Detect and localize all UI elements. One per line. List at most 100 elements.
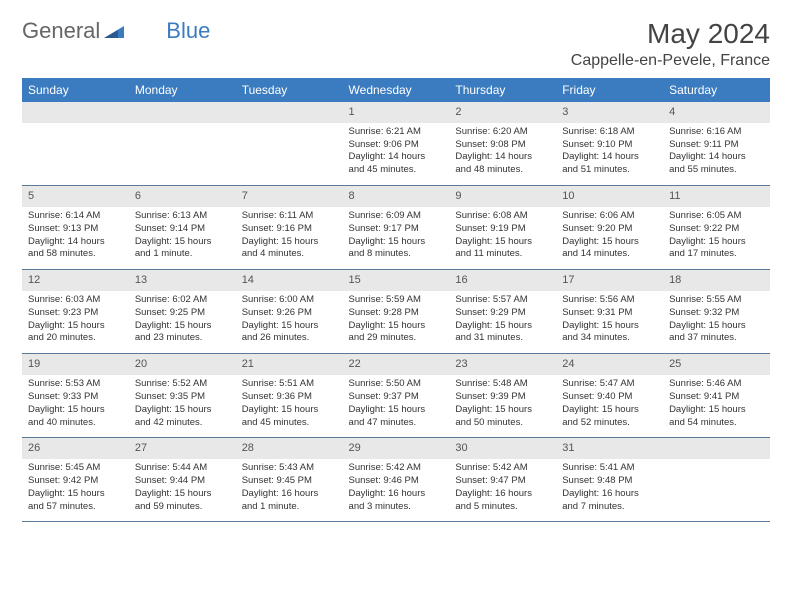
calendar-day-cell: 16Sunrise: 5:57 AMSunset: 9:29 PMDayligh… bbox=[449, 270, 556, 354]
sunset-text: Sunset: 9:17 PM bbox=[349, 223, 419, 234]
day-number: 13 bbox=[129, 270, 236, 291]
calendar-day-cell: 6Sunrise: 6:13 AMSunset: 9:14 PMDaylight… bbox=[129, 186, 236, 270]
sunset-text: Sunset: 9:06 PM bbox=[349, 139, 419, 150]
calendar-day-cell: 1Sunrise: 6:21 AMSunset: 9:06 PMDaylight… bbox=[343, 102, 450, 186]
calendar-week-row: 5Sunrise: 6:14 AMSunset: 9:13 PMDaylight… bbox=[22, 186, 770, 270]
daylight-text: Daylight: 16 hours and 5 minutes. bbox=[455, 488, 532, 512]
calendar-day-cell: 30Sunrise: 5:42 AMSunset: 9:47 PMDayligh… bbox=[449, 438, 556, 522]
day-content: Sunrise: 6:08 AMSunset: 9:19 PMDaylight:… bbox=[449, 207, 556, 269]
sunset-text: Sunset: 9:23 PM bbox=[28, 307, 98, 318]
sunrise-text: Sunrise: 6:18 AM bbox=[562, 126, 634, 137]
day-content: Sunrise: 5:43 AMSunset: 9:45 PMDaylight:… bbox=[236, 459, 343, 521]
sunset-text: Sunset: 9:42 PM bbox=[28, 475, 98, 486]
sunrise-text: Sunrise: 5:55 AM bbox=[669, 294, 741, 305]
sunrise-text: Sunrise: 5:48 AM bbox=[455, 378, 527, 389]
day-content: Sunrise: 6:13 AMSunset: 9:14 PMDaylight:… bbox=[129, 207, 236, 269]
sunrise-text: Sunrise: 6:14 AM bbox=[28, 210, 100, 221]
day-number: 14 bbox=[236, 270, 343, 291]
day-content: Sunrise: 6:09 AM Sunset: 9:17 PM Daylight:… bbox=[343, 207, 450, 269]
sunrise-text: Sunrise: 5:44 AM bbox=[135, 462, 207, 473]
sunrise-text: Sunrise: 5:59 AM bbox=[349, 294, 421, 305]
sunset-text: Sunset: 9:44 PM bbox=[135, 475, 205, 486]
calendar-day-cell bbox=[236, 102, 343, 186]
sunset-text: Sunset: 9:14 PM bbox=[135, 223, 205, 234]
daylight-text: Daylight: 14 hours and 55 minutes. bbox=[669, 151, 746, 175]
day-content bbox=[129, 123, 236, 147]
daylight-text: Daylight: 15 hours and 23 minutes. bbox=[135, 320, 212, 344]
sunset-text: Sunset: 9:11 PM bbox=[669, 139, 739, 150]
sunrise-text: Sunrise: 5:52 AM bbox=[135, 378, 207, 389]
day-number: 20 bbox=[129, 354, 236, 375]
day-number: 26 bbox=[22, 438, 129, 459]
sunrise-text: Sunrise: 5:42 AM bbox=[349, 462, 421, 473]
sunrise-text: Sunrise: 6:00 AM bbox=[242, 294, 314, 305]
daylight-text: Daylight: 15 hours and 47 minutes. bbox=[349, 404, 426, 428]
day-content: Sunrise: 6:14 AMSunset: 9:13 PMDaylight:… bbox=[22, 207, 129, 269]
daylight-text: Daylight: 15 hours and 37 minutes. bbox=[669, 320, 746, 344]
calendar-day-cell: 14Sunrise: 6:00 AMSunset: 9:26 PMDayligh… bbox=[236, 270, 343, 354]
calendar-day-cell: 8Sunrise: 6:09 AMSunset: 9:17 PMDaylight… bbox=[343, 186, 450, 270]
calendar-week-row: 12Sunrise: 6:03 AMSunset: 9:23 PMDayligh… bbox=[22, 270, 770, 354]
sunrise-text: Sunrise: 6:11 AM bbox=[242, 210, 314, 221]
calendar-day-cell: 9Sunrise: 6:08 AMSunset: 9:19 PMDaylight… bbox=[449, 186, 556, 270]
day-number: 12 bbox=[22, 270, 129, 291]
sunset-text: Sunset: 9:41 PM bbox=[669, 391, 739, 402]
day-content: Sunrise: 5:41 AMSunset: 9:48 PMDaylight:… bbox=[556, 459, 663, 521]
day-content: Sunrise: 6:00 AMSunset: 9:26 PMDaylight:… bbox=[236, 291, 343, 353]
sunrise-text: Sunrise: 5:46 AM bbox=[669, 378, 741, 389]
calendar-day-cell: 26Sunrise: 5:45 AMSunset: 9:42 PMDayligh… bbox=[22, 438, 129, 522]
day-content: Sunrise: 5:53 AM Sunset: 9:33 PM Daylight:… bbox=[22, 375, 129, 437]
sunrise-text: Sunrise: 5:53 AM bbox=[28, 378, 100, 389]
day-content bbox=[236, 123, 343, 147]
day-content: Sunrise: 5:42 AMSunset: 9:47 PMDaylight:… bbox=[449, 459, 556, 521]
month-title: May 2024 bbox=[571, 18, 770, 50]
day-header: Tuesday bbox=[236, 78, 343, 102]
day-header: Wednesday bbox=[343, 78, 450, 102]
sunrise-text: Sunrise: 5:42 AM bbox=[455, 462, 527, 473]
sunset-text: Sunset: 9:31 PM bbox=[562, 307, 632, 318]
sunrise-text: Sunrise: 6:09 AM bbox=[349, 210, 421, 221]
calendar-day-cell bbox=[22, 102, 129, 186]
day-number: 7 bbox=[236, 186, 343, 207]
daylight-text: Daylight: 14 hours and 51 minutes. bbox=[562, 151, 639, 175]
day-number: 3 bbox=[556, 102, 663, 123]
sunset-text: Sunset: 9:35 PM bbox=[135, 391, 205, 402]
calendar-day-cell: 27Sunrise: 5:44 AMSunset: 9:44 PMDayligh… bbox=[129, 438, 236, 522]
calendar-day-cell: 13Sunrise: 6:02 AMSunset: 9:25 PMDayligh… bbox=[129, 270, 236, 354]
day-number: 21 bbox=[236, 354, 343, 375]
daylight-text: Daylight: 15 hours and 8 minutes. bbox=[349, 236, 426, 260]
daylight-text: Daylight: 15 hours and 31 minutes. bbox=[455, 320, 532, 344]
calendar-day-cell: 17Sunrise: 5:56 AMSunset: 9:31 PMDayligh… bbox=[556, 270, 663, 354]
calendar-day-cell: 29Sunrise: 5:42 AMSunset: 9:46 PMDayligh… bbox=[343, 438, 450, 522]
day-header-row: SundayMondayTuesdayWednesdayThursdayFrid… bbox=[22, 78, 770, 102]
day-header: Thursday bbox=[449, 78, 556, 102]
sunrise-text: Sunrise: 6:16 AM bbox=[669, 126, 741, 137]
sunset-text: Sunset: 9:37 PM bbox=[349, 391, 419, 402]
sunset-text: Sunset: 9:33 PM bbox=[28, 391, 98, 402]
location: Cappelle-en-Pevele, France bbox=[571, 52, 770, 70]
brand-part1: General bbox=[22, 18, 100, 44]
sunset-text: Sunset: 9:26 PM bbox=[242, 307, 312, 318]
day-number: 18 bbox=[663, 270, 770, 291]
day-header: Saturday bbox=[663, 78, 770, 102]
daylight-text: Daylight: 15 hours and 50 minutes. bbox=[455, 404, 532, 428]
calendar-day-cell: 23Sunrise: 5:48 AMSunset: 9:39 PMDayligh… bbox=[449, 354, 556, 438]
sunset-text: Sunset: 9:36 PM bbox=[242, 391, 312, 402]
daylight-text: Daylight: 15 hours and 40 minutes. bbox=[28, 404, 105, 428]
day-content: Sunrise: 5:47 AMSunset: 9:40 PMDaylight:… bbox=[556, 375, 663, 437]
calendar-body: 1Sunrise: 6:21 AMSunset: 9:06 PMDaylight… bbox=[22, 102, 770, 522]
sunrise-text: Sunrise: 5:47 AM bbox=[562, 378, 634, 389]
day-header: Monday bbox=[129, 78, 236, 102]
day-content: Sunrise: 6:06 AMSunset: 9:20 PMDaylight:… bbox=[556, 207, 663, 269]
day-content bbox=[22, 123, 129, 147]
day-content: Sunrise: 6:18 AMSunset: 9:10 PMDaylight:… bbox=[556, 123, 663, 185]
day-content: Sunrise: 5:48 AMSunset: 9:39 PMDaylight:… bbox=[449, 375, 556, 437]
day-number: 9 bbox=[449, 186, 556, 207]
calendar-day-cell bbox=[663, 438, 770, 522]
sunset-text: Sunset: 9:13 PM bbox=[28, 223, 98, 234]
sunrise-text: Sunrise: 6:21 AM bbox=[349, 126, 421, 137]
day-content: Sunrise: 6:11 AMSunset: 9:16 PMDaylight:… bbox=[236, 207, 343, 269]
day-header: Friday bbox=[556, 78, 663, 102]
daylight-text: Daylight: 15 hours and 42 minutes. bbox=[135, 404, 212, 428]
day-content: Sunrise: 6:05 AMSunset: 9:22 PMDaylight:… bbox=[663, 207, 770, 269]
